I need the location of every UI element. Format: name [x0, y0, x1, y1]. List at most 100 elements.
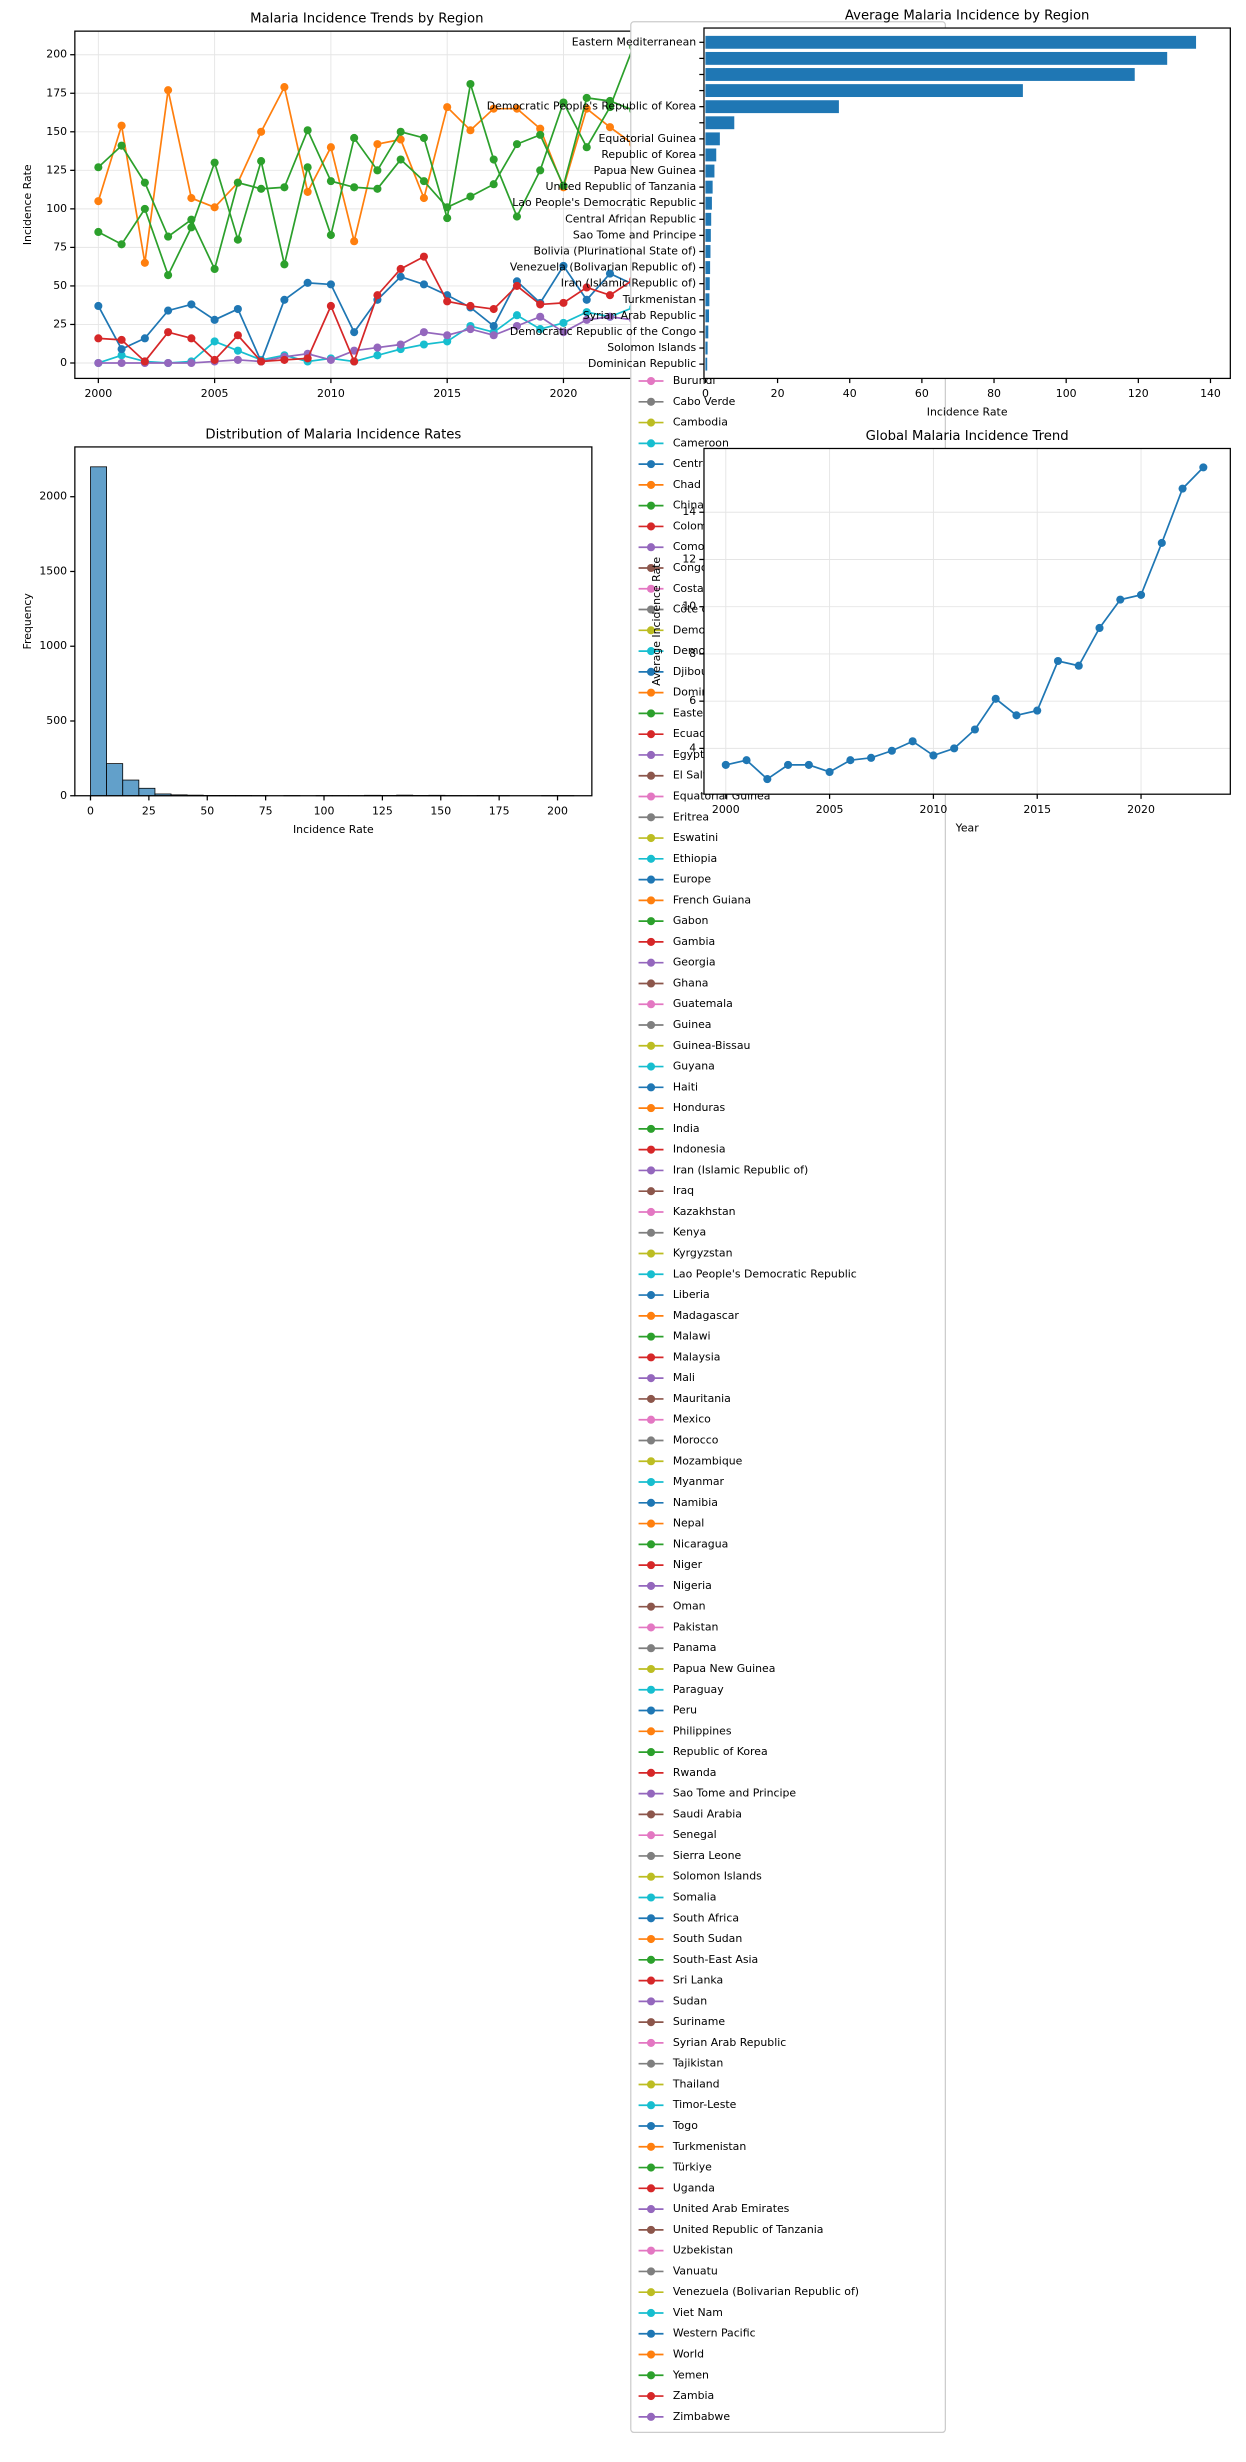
legend-marker [646, 2059, 656, 2068]
data-point [303, 163, 312, 172]
legend-marker [646, 1104, 656, 1113]
bar [705, 293, 710, 307]
legend-label: World [673, 2348, 704, 2361]
chart-title: Distribution of Malaria Incidence Rates [205, 427, 461, 442]
bar [705, 325, 709, 339]
data-point [419, 328, 428, 337]
legend-label: Madagascar [673, 1309, 740, 1322]
y-tick-label: 25 [53, 317, 67, 330]
axes-frame [703, 447, 1231, 795]
legend-marker [646, 2225, 656, 2234]
legend-marker [646, 2142, 656, 2151]
bar [705, 228, 711, 242]
legend-label: Guatemala [673, 997, 733, 1010]
data-point [929, 751, 938, 760]
legend-marker [646, 1768, 656, 1777]
legend-marker [646, 480, 656, 489]
legend-marker [646, 626, 656, 635]
bar [705, 277, 710, 291]
legend-label: United Republic of Tanzania [673, 2223, 824, 2236]
data-point [117, 358, 126, 368]
bar [705, 100, 839, 114]
y-tick-label: 0 [60, 789, 67, 802]
legend-marker [646, 522, 656, 531]
legend-marker [646, 1831, 656, 1840]
data-point [559, 298, 568, 307]
legend-label: Chad [673, 478, 701, 491]
legend-marker [646, 2205, 656, 2214]
legend-label: Zambia [673, 2389, 714, 2402]
legend-marker [646, 2163, 656, 2172]
legend-marker [646, 1020, 656, 1030]
data-point [489, 155, 498, 164]
y-tick-label: 75 [53, 240, 67, 253]
y-tick-label: Papua New Guinea [594, 164, 697, 177]
chart-title: Global Malaria Incidence Trend [866, 429, 1069, 444]
legend-marker [646, 1415, 656, 1424]
legend-marker [646, 1519, 656, 1528]
legend-label: South Africa [673, 1911, 739, 1924]
legend-label: Solomon Islands [673, 1870, 762, 1883]
legend-marker [646, 917, 656, 926]
y-tick-label: 1000 [39, 639, 67, 652]
data-point [536, 300, 545, 309]
data-point [512, 311, 522, 320]
data-point [721, 760, 730, 769]
data-point [1074, 661, 1083, 670]
data-point [1157, 538, 1166, 547]
x-tick-label: 25 [142, 804, 156, 817]
y-tick-label: 8 [689, 647, 696, 660]
data-point [210, 264, 219, 274]
legend-label: Paraguay [673, 1683, 724, 1696]
data-point [280, 260, 289, 269]
legend-label: Cameroon [673, 436, 729, 449]
legend-marker [646, 1644, 656, 1653]
bar [705, 212, 712, 226]
bar [705, 196, 712, 210]
data-point [233, 305, 242, 314]
legend-marker [646, 1789, 656, 1798]
data-point [257, 127, 266, 136]
data-point [512, 104, 522, 113]
data-point [257, 357, 266, 366]
data-point [373, 166, 382, 175]
legend-label: Vanuatu [673, 2264, 718, 2277]
legend-marker [646, 1893, 656, 1902]
legend-label: Kyrgyzstan [673, 1247, 733, 1260]
legend-marker [646, 1685, 656, 1694]
histogram-bar [122, 779, 140, 797]
data-point [582, 308, 591, 317]
data-point [742, 756, 751, 765]
data-point [187, 334, 196, 343]
data-point [140, 204, 149, 213]
legend-label: Myanmar [673, 1475, 725, 1488]
data-point [559, 318, 568, 327]
y-tick-label: 125 [46, 163, 67, 176]
legend-label: Iran (Islamic Republic of) [673, 1163, 808, 1176]
data-point [443, 103, 452, 112]
legend-marker [646, 563, 656, 573]
legend-marker [646, 1249, 656, 1258]
data-point [233, 178, 242, 187]
legend-marker [646, 1498, 656, 1507]
legend-marker [646, 1602, 656, 1611]
data-point [373, 343, 382, 352]
x-tick-label: 40 [843, 387, 857, 400]
legend-label: Liberia [673, 1288, 710, 1301]
y-tick-label: Central African Republic [565, 212, 696, 225]
data-point [536, 130, 545, 139]
legend-label: Turkmenistan [672, 2140, 746, 2153]
data-point [512, 281, 522, 290]
legend-label: Iraq [673, 1184, 694, 1197]
data-point [117, 121, 126, 130]
legend-marker [646, 854, 656, 863]
legend-label: Syrian Arab Republic [673, 2036, 786, 2049]
y-tick-label: Solomon Islands [607, 341, 696, 354]
legend-marker [646, 605, 656, 614]
legend-marker [646, 460, 656, 469]
x-tick-label: 200 [547, 804, 568, 817]
legend-marker [646, 2308, 656, 2318]
legend-label: Philippines [673, 1724, 732, 1737]
data-point [466, 325, 475, 334]
data-point [466, 79, 475, 89]
